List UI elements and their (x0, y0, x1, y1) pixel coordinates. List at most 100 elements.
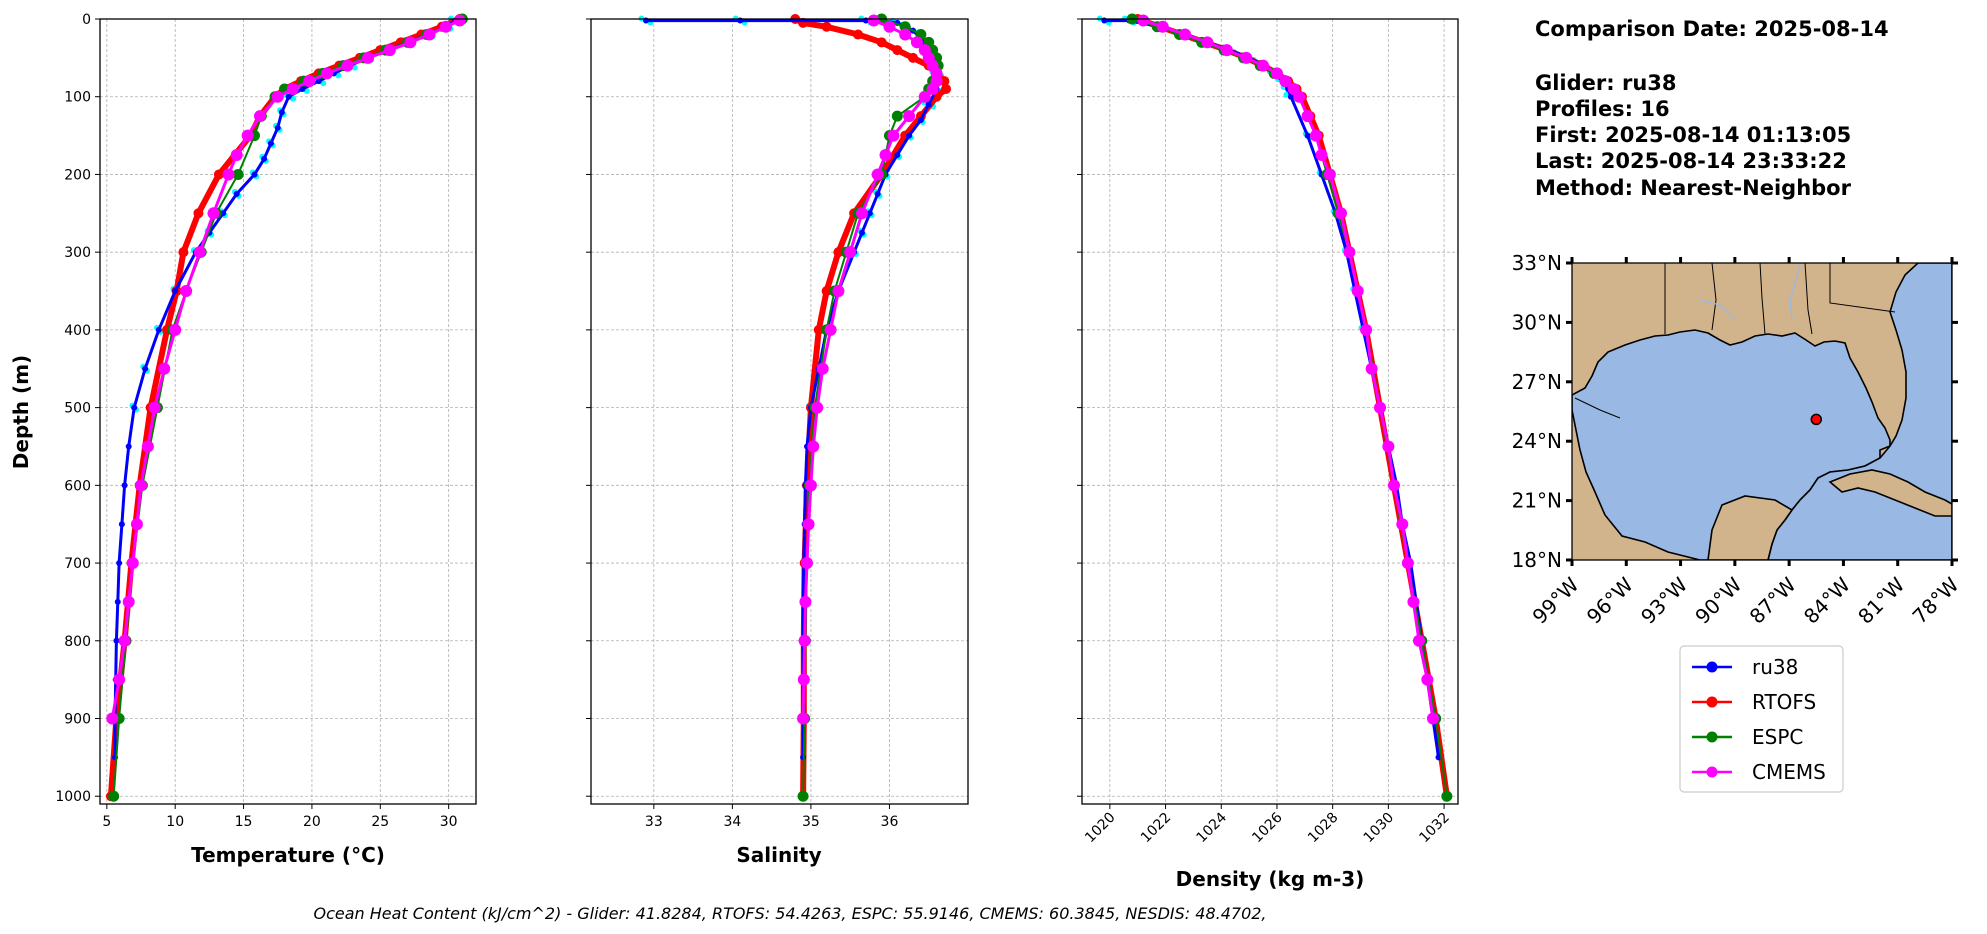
data-point-cmems (361, 51, 374, 64)
density-series (1096, 13, 1453, 802)
salinity-axes-frame (590, 18, 969, 805)
xtick-label: 20 (303, 814, 321, 830)
glider-raw-point (303, 87, 310, 94)
xtick-label: 15 (235, 814, 253, 830)
data-point-cmems (106, 712, 119, 725)
data-point-cmems (1401, 557, 1414, 570)
gulf-of-mexico-water (1572, 329, 1891, 560)
map-lon-label: 99°W (1528, 572, 1584, 628)
data-point-ru38 (1287, 93, 1294, 100)
data-point-rtofs (178, 247, 189, 258)
data-point-cmems (899, 28, 912, 41)
data-point-cmems (1365, 362, 1378, 375)
data-point-cmems (193, 246, 206, 259)
temperature-series (105, 13, 468, 802)
data-point-cmems (1240, 51, 1253, 64)
data-point-cmems (1343, 246, 1356, 259)
temperature-xlabel: Temperature (°C) (191, 843, 385, 867)
map-lon-label: 90°W (1690, 572, 1746, 628)
data-point-cmems (804, 479, 817, 492)
data-point-rtofs (892, 45, 903, 56)
data-point-espc (108, 790, 120, 802)
data-point-cmems (113, 673, 126, 686)
data-point-cmems (320, 67, 333, 80)
map-lon-label: 78°W (1908, 572, 1964, 628)
xtick-label: 1028 (1305, 810, 1342, 847)
data-point-cmems (798, 634, 811, 647)
xtick-label: 1024 (1194, 809, 1231, 846)
data-point-rtofs (853, 29, 864, 40)
data-point-cmems (341, 59, 354, 72)
map-lon-label: 96°W (1582, 572, 1638, 628)
last-profile-time: Last: 2025-08-14 23:33:22 (1535, 149, 1847, 173)
data-point-ru38 (142, 365, 149, 372)
data-point-cmems (816, 362, 829, 375)
data-point-cmems (303, 75, 316, 88)
data-point-rtofs (876, 37, 887, 48)
data-point-ru38 (874, 190, 881, 197)
data-point-cmems (1426, 712, 1439, 725)
data-point-ru38 (285, 93, 292, 100)
map-lat-label: 21°N (1512, 489, 1562, 513)
data-point-ru38 (155, 326, 162, 333)
glider-raw-point (290, 95, 297, 102)
data-point-ru38 (274, 124, 281, 131)
data-point-ru38 (278, 109, 285, 116)
data-point-ru38 (233, 190, 240, 197)
data-point-cmems (207, 207, 220, 220)
data-point-cmems (286, 82, 299, 95)
data-point-cmems (1360, 323, 1373, 336)
legend-marker (1706, 766, 1718, 778)
state-borders (1574, 263, 1896, 419)
data-point-cmems (222, 168, 235, 181)
data-point-cmems (926, 82, 939, 95)
data-point-cmems (180, 285, 193, 298)
data-point-cmems (1201, 36, 1214, 49)
xtick-label: 35 (802, 814, 820, 830)
xtick-label: 25 (371, 814, 389, 830)
data-point-cmems (855, 207, 868, 220)
data-point-cmems (118, 634, 131, 647)
map-lat-label: 33°N (1512, 251, 1562, 275)
data-point-cmems (404, 36, 417, 49)
legend-label: ru38 (1752, 655, 1798, 679)
data-point-cmems (799, 595, 812, 608)
data-point-cmems (141, 440, 154, 453)
data-point-ru38 (866, 210, 873, 217)
data-point-cmems (1270, 67, 1283, 80)
map-frame (1571, 262, 1953, 561)
info-block: Comparison Date: 2025-08-14 Glider: ru38… (1535, 17, 1889, 200)
ocean-heat-content-footer: Ocean Heat Content (kJ/cm^2) - Glider: 4… (313, 904, 1266, 923)
map-lon-label: 87°W (1745, 572, 1801, 628)
data-point-cmems (1315, 149, 1328, 162)
xtick-label: 5 (102, 814, 111, 830)
data-point-ru38 (172, 288, 179, 295)
map-lon-label: 81°W (1853, 572, 1909, 628)
temperature-axes-frame (99, 18, 477, 805)
first-profile-time: First: 2025-08-14 01:13:05 (1535, 123, 1851, 147)
series-line-cmems (1142, 19, 1435, 719)
data-point-rtofs (821, 286, 832, 297)
legend-marker (1706, 696, 1718, 708)
xtick-label: 1022 (1138, 810, 1175, 847)
data-point-rtofs (813, 324, 824, 335)
legend: ru38 RTOFS ESPC CMEMS (1679, 645, 1844, 793)
profile-count: Profiles: 16 (1535, 97, 1670, 121)
data-point-cmems (883, 20, 896, 33)
legend-item-ru38: ru38 (1692, 655, 1798, 679)
data-point-cmems (867, 14, 880, 27)
ytick-label: 0 (82, 12, 91, 28)
density-ticks: 1020 1022 1024 1026 1028 1030 1032 (1077, 18, 1453, 847)
salinity-panel: 33 34 35 36 Salinity (586, 13, 969, 867)
comparison-date: Comparison Date: 2025-08-14 (1535, 17, 1889, 41)
data-point-ru38 (131, 404, 138, 411)
data-point-cmems (122, 595, 135, 608)
xtick-label: 1032 (1416, 810, 1453, 847)
data-point-cmems (1421, 673, 1434, 686)
data-point-cmems (844, 246, 857, 259)
data-point-cmems (1257, 59, 1270, 72)
glider-raw-point (335, 72, 342, 79)
data-point-espc (891, 110, 903, 122)
salinity-series (638, 13, 952, 802)
